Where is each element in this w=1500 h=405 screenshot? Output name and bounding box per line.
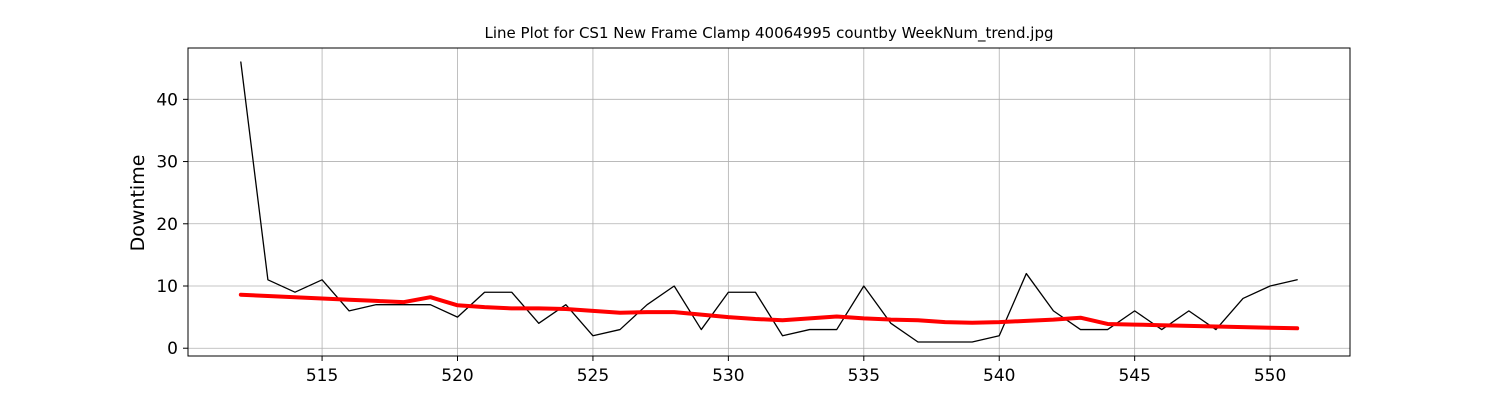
x-tick-label: 515	[306, 366, 338, 386]
x-tick-label: 530	[712, 366, 744, 386]
x-tick-label: 535	[848, 366, 880, 386]
y-tick-label: 30	[156, 153, 178, 173]
x-tick-label: 540	[983, 366, 1015, 386]
x-tick-label: 545	[1118, 366, 1150, 386]
series-layer	[238, 61, 1300, 343]
plot-frame	[187, 47, 1351, 357]
chart-title: Line Plot for CS1 New Frame Clamp 400649…	[484, 24, 1054, 42]
tick-layer: 515 520 525 530 535 540 545 550 0 10 20 30 40	[156, 90, 1286, 386]
series-line-actual	[240, 61, 1298, 343]
x-tick-label: 520	[441, 366, 473, 386]
x-tick-label: 550	[1254, 366, 1286, 386]
y-tick-label: 40	[156, 90, 178, 110]
series-line-trend	[238, 292, 1300, 331]
x-tick-label: 525	[577, 366, 609, 386]
y-axis-label: Downtime	[127, 155, 149, 252]
y-tick-label: 0	[167, 339, 178, 359]
y-tick-label: 20	[156, 215, 178, 235]
y-tick-label: 10	[156, 277, 178, 297]
grid-layer	[188, 48, 1350, 356]
